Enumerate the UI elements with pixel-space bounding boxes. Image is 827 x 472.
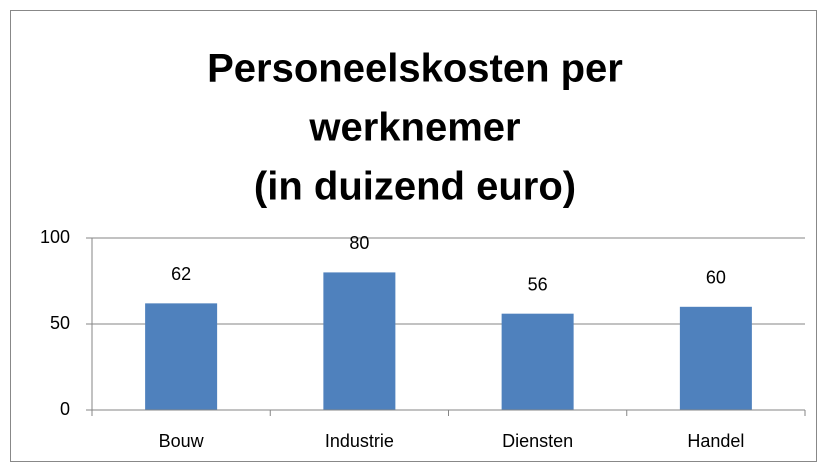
data-label: 60 xyxy=(706,268,726,288)
chart-title: (in duizend euro) xyxy=(254,165,576,209)
x-tick-label: Diensten xyxy=(502,431,573,451)
y-tick-label: 50 xyxy=(50,313,70,333)
x-tick-label: Industrie xyxy=(325,431,394,451)
y-tick-label: 100 xyxy=(40,227,70,247)
data-label: 56 xyxy=(528,274,548,294)
chart-title: werknemer xyxy=(308,106,520,150)
data-label: 80 xyxy=(349,233,369,253)
data-label: 62 xyxy=(171,264,191,284)
bar xyxy=(323,272,396,410)
bar xyxy=(501,313,574,410)
x-tick-label: Handel xyxy=(687,431,744,451)
bar xyxy=(145,303,218,410)
y-tick-label: 0 xyxy=(60,399,70,419)
bar xyxy=(679,306,752,410)
x-tick-label: Bouw xyxy=(159,431,205,451)
chart-title: Personeelskosten per xyxy=(207,47,623,91)
